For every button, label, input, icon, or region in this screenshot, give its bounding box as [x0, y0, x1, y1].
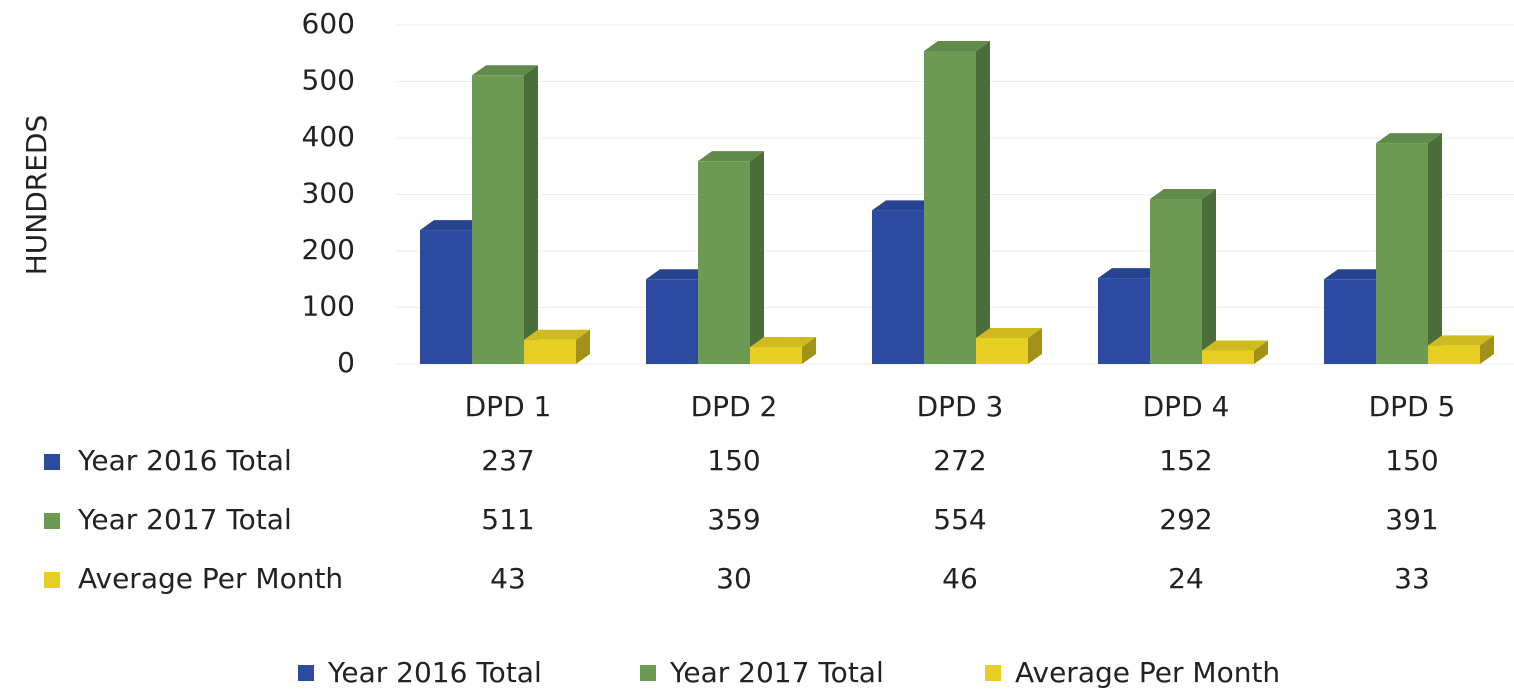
- table-cell: 152: [1159, 444, 1212, 477]
- x-tick-label: DPD 3: [917, 390, 1004, 423]
- bar-side: [576, 329, 590, 364]
- y-tick-label: 400: [302, 120, 355, 153]
- table-cell: 554: [933, 503, 986, 536]
- bar: [1202, 350, 1254, 364]
- y-tick-label: 600: [302, 7, 355, 40]
- bar: [1428, 345, 1480, 364]
- legend-label: Average Per Month: [1015, 656, 1280, 689]
- y-tick-label: 500: [302, 64, 355, 97]
- bar-side: [1480, 335, 1494, 364]
- legend-label: Year 2017 Total: [669, 656, 884, 689]
- bar-side: [750, 151, 764, 364]
- bar-top: [1324, 269, 1390, 280]
- bar-side: [976, 40, 990, 365]
- x-tick-label: DPD 1: [465, 390, 552, 423]
- table-cell: 150: [1385, 444, 1438, 477]
- bar-top: [420, 220, 486, 231]
- legend-key: [985, 665, 1001, 681]
- bar-top: [1150, 189, 1216, 200]
- bar-top: [698, 151, 764, 162]
- table-cell: 43: [490, 562, 526, 595]
- legend-label: Year 2016 Total: [327, 656, 542, 689]
- table-cell: 272: [933, 444, 986, 477]
- legend-key: [298, 665, 314, 681]
- table-cell: 237: [481, 444, 534, 477]
- table-cell: 359: [707, 503, 760, 536]
- bar-top: [976, 328, 1042, 339]
- y-tick-label: 300: [302, 177, 355, 210]
- y-tick-label: 0: [337, 346, 355, 379]
- table-row-header: Year 2016 Total: [77, 444, 292, 477]
- bar-side: [1428, 133, 1442, 364]
- bar: [1098, 278, 1150, 364]
- y-tick-label: 100: [302, 290, 355, 323]
- bar-side: [524, 65, 538, 364]
- table-cell: 391: [1385, 503, 1438, 536]
- bar-side: [802, 337, 816, 364]
- bar: [524, 339, 576, 364]
- table-row-header: Year 2017 Total: [77, 503, 292, 536]
- table-cell: 511: [481, 503, 534, 536]
- table-cell: 46: [942, 562, 978, 595]
- table-legend-key: [44, 572, 60, 588]
- y-tick-label: 200: [302, 233, 355, 266]
- bar-top: [524, 329, 590, 340]
- bar-top: [750, 337, 816, 348]
- bar-side: [1028, 328, 1042, 364]
- x-tick-label: DPD 5: [1369, 390, 1456, 423]
- bar: [872, 210, 924, 364]
- bar-top: [1428, 335, 1494, 346]
- legend-key: [640, 665, 656, 681]
- y-axis-label: HUNDREDS: [20, 115, 53, 276]
- table-row-header: Average Per Month: [78, 562, 343, 595]
- bar: [472, 75, 524, 364]
- bar: [1376, 143, 1428, 364]
- table-legend-key: [44, 454, 60, 470]
- bar-side: [1202, 189, 1216, 364]
- bar: [924, 50, 976, 365]
- table-cell: 292: [1159, 503, 1212, 536]
- table-cell: 30: [716, 562, 752, 595]
- bar-top: [924, 40, 990, 51]
- table-legend-key: [44, 513, 60, 529]
- bar: [1324, 279, 1376, 364]
- bar: [976, 338, 1028, 364]
- x-tick-label: DPD 4: [1143, 390, 1230, 423]
- bar-top: [472, 65, 538, 76]
- bar: [1150, 199, 1202, 364]
- bar-top: [1202, 340, 1268, 351]
- bar: [646, 279, 698, 364]
- bar: [698, 161, 750, 364]
- table-cell: 24: [1168, 562, 1204, 595]
- bar: [750, 347, 802, 364]
- bar-side: [1254, 340, 1268, 364]
- bar-top: [646, 269, 712, 280]
- bar-top: [872, 200, 938, 211]
- table-cell: 150: [707, 444, 760, 477]
- bar: [420, 230, 472, 364]
- table-cell: 33: [1394, 562, 1430, 595]
- x-tick-label: DPD 2: [691, 390, 778, 423]
- bar-top: [1376, 133, 1442, 144]
- bar-top: [1098, 268, 1164, 279]
